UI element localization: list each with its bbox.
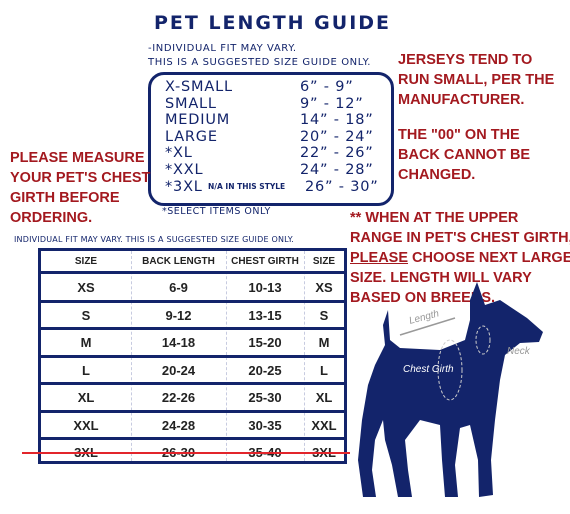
size-name: *XL (165, 145, 193, 162)
table-cell: S (81, 307, 91, 323)
table-cell: XS (77, 280, 95, 295)
table-cell: M (318, 335, 330, 350)
table-cell: 9-12 (165, 307, 192, 323)
table-cell: 15-20 (248, 335, 282, 350)
girth-label: Chest Girth (403, 364, 454, 375)
table-cell: XS (315, 280, 333, 295)
size-name: X-SMALL (165, 79, 233, 95)
subtitle: -INDIVIDUAL FIT MAY VARY. (148, 43, 297, 54)
footnote: *SELECT ITEMS ONLY (162, 206, 271, 217)
subtitle: THIS IS A SUGGESTED SIZE GUIDE ONLY. (148, 57, 372, 68)
table-cell: 22-26 (161, 390, 196, 405)
table-cell: 20-24 (161, 362, 196, 378)
header-cell: SIZE (312, 256, 336, 267)
dog-silhouette (358, 282, 543, 497)
title: PET LENGTH GUIDE (153, 12, 392, 34)
table-cell: XL (77, 390, 95, 405)
row-divider (41, 271, 344, 274)
note-line: MANUFACTURER. (398, 92, 525, 108)
size-range: 9” - 12” (300, 95, 364, 112)
neck-ring (475, 325, 491, 355)
strike-line (22, 452, 350, 454)
table-cell: M (80, 335, 92, 350)
table-cell: 25-30 (248, 390, 282, 405)
table-cell: 14-18 (161, 335, 196, 350)
size-table: SIZE BACK LENGTH CHEST GIRTH SIZE XS 6-9 10-13… (38, 248, 347, 464)
note-line: BACK CANNOT BE (398, 147, 531, 163)
size-name: *3XL (165, 178, 203, 195)
na-note: N/A IN THIS STYLE (208, 182, 286, 191)
note-line: YOUR PET'S CHEST (10, 170, 151, 186)
table-caption: INDIVIDUAL FIT MAY VARY. THIS IS A SUGGE… (14, 235, 294, 244)
table-cell: L (320, 362, 328, 378)
size-range: 26” - 30” (305, 178, 379, 195)
header-cell: SIZE (74, 256, 98, 267)
note-line: THE "00" ON THE (398, 127, 520, 143)
table-cell: 13-15 (248, 307, 282, 323)
neck-label: Neck (507, 346, 531, 357)
note-text: CHOOSE NEXT LARGER (408, 250, 570, 266)
girth-ring (437, 339, 463, 401)
note-line: ORDERING. (10, 210, 93, 226)
note-line: PLEASE CHOOSE NEXT LARGER (350, 248, 570, 268)
size-box (148, 72, 394, 206)
table-cell: XXL (73, 417, 99, 433)
length-arrow (399, 317, 456, 336)
table-cell: XXL (311, 417, 337, 433)
note-line: BASED ON BREEDS. (350, 290, 496, 306)
table-cell: S (319, 307, 329, 323)
table-cell: 20-25 (248, 362, 282, 378)
row-divider (41, 354, 344, 358)
header-cell: BACK LENGTH (142, 256, 215, 267)
note-line: CHANGED. (398, 167, 476, 183)
size-name: LARGE (165, 128, 218, 145)
table-cell: 6-9 (169, 280, 188, 295)
table-cell: 10-13 (248, 280, 282, 295)
table-cell: 30-35 (248, 417, 282, 433)
size-range: 20” - 24” (300, 128, 374, 145)
table-cell: L (82, 362, 90, 378)
row-divider (41, 437, 344, 440)
size-name: SMALL (165, 95, 217, 112)
note-line: ** WHEN AT THE UPPER (350, 210, 519, 226)
row-divider (41, 299, 344, 303)
note-line: PLEASE MEASURE (10, 150, 145, 166)
table-cell: XL (315, 390, 333, 405)
row-divider (41, 409, 344, 413)
size-range: 24” - 28” (300, 162, 374, 178)
dog-illustration: Length Chest Girth Neck (358, 282, 543, 497)
table-cell: 24-28 (161, 417, 196, 433)
row-divider (41, 382, 344, 385)
note-line: RUN SMALL, PER THE (398, 72, 555, 88)
size-range: 14” - 18” (300, 112, 374, 129)
note-line: JERSEYS TEND TO (398, 52, 533, 68)
size-name: *XXL (165, 162, 204, 178)
header-cell: CHEST GIRTH (231, 256, 299, 267)
note-line: GIRTH BEFORE (10, 190, 120, 206)
note-line: RANGE IN PET'S CHEST GIRTH, (350, 230, 570, 246)
size-range: 22” - 26” (300, 145, 374, 162)
row-divider (41, 327, 344, 330)
emphasis: PLEASE (350, 250, 409, 266)
size-name: MEDIUM (165, 112, 231, 129)
size-range: 6” - 9” (300, 79, 354, 95)
note-line: SIZE. LENGTH WILL VARY (350, 270, 532, 286)
